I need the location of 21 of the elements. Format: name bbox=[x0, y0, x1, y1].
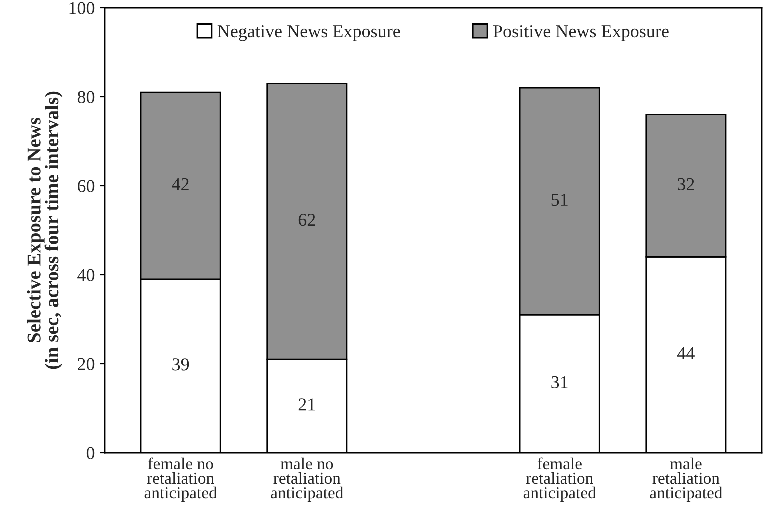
y-tick-label: 60 bbox=[78, 180, 95, 192]
legend-label: Positive News Exposure bbox=[493, 25, 669, 42]
y-tick-label: 100 bbox=[70, 2, 95, 14]
x-tick-label: female no retaliation anticipated bbox=[144, 458, 218, 502]
y-tick-label: 20 bbox=[78, 358, 95, 370]
data-label: 31 bbox=[552, 376, 568, 389]
x-tick-label: male retaliation anticipated bbox=[650, 458, 723, 502]
data-label: 42 bbox=[172, 178, 189, 190]
data-label: 51 bbox=[552, 194, 568, 206]
data-label: 32 bbox=[678, 178, 694, 191]
data-label: 62 bbox=[298, 214, 316, 226]
legend-label: Negative News Exposure bbox=[218, 25, 400, 42]
x-tick-label: male no retaliation anticipated bbox=[271, 458, 344, 502]
x-tick-label: female retaliation anticipated bbox=[524, 458, 596, 502]
y-axis-title: Selective Exposure to News (in sec, across four time intervals) bbox=[27, 92, 63, 370]
data-label: 21 bbox=[298, 398, 316, 411]
data-label: 44 bbox=[678, 348, 695, 360]
y-tick-label: 0 bbox=[86, 447, 95, 460]
y-tick-label: 40 bbox=[78, 269, 95, 282]
y-tick-label: 80 bbox=[78, 91, 95, 104]
data-label: 39 bbox=[172, 358, 190, 371]
